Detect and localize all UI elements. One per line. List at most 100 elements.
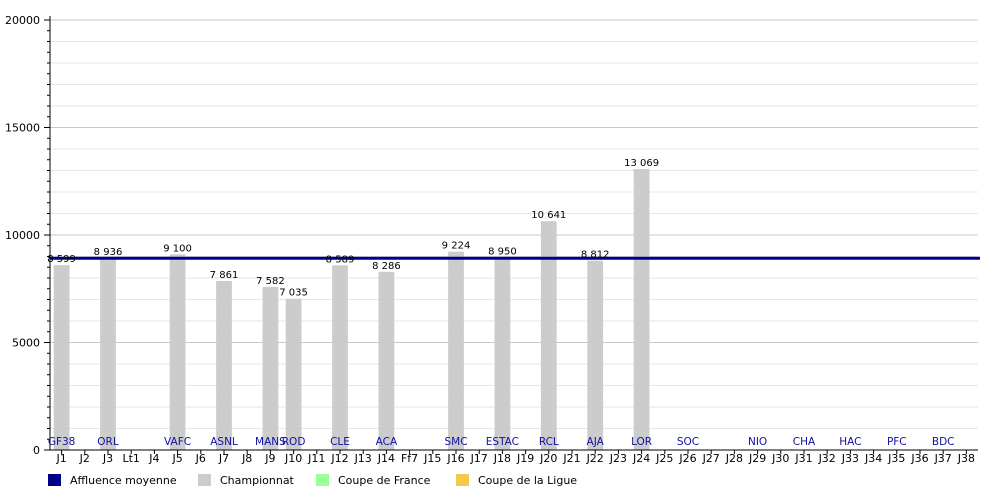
bar-J3 [100,257,116,450]
bar-J12 [332,265,348,450]
opponent-label: SOC [677,436,699,448]
bar-J9 [262,286,279,450]
bar-J24 [633,169,650,451]
x-tick-label: J15 [423,452,441,465]
opponent-label: VAFC [164,436,191,448]
legend-item: Championnat [198,474,295,487]
x-tick-label: J5 [171,452,182,465]
value-label: 8 599 [47,254,76,265]
value-label: 8 936 [94,247,123,258]
x-tick-label: J2 [79,452,90,465]
opponent-label: BDC [932,436,955,448]
opponent-label: LOR [631,436,652,448]
x-tick-label: J16 [446,452,464,465]
x-tick-label: J10 [284,452,302,465]
opponent-label: ASNL [210,436,238,448]
x-tick-label: J6 [195,452,206,465]
x-tick-label: J25 [655,452,673,465]
bar-J16 [448,251,464,450]
legend-label: Coupe de France [338,474,431,487]
opponent-label: NIO [748,436,767,448]
bar-J22 [587,260,604,450]
x-tick-label: J28 [725,452,743,465]
value-label: 13 069 [624,158,659,169]
y-tick-label: 20000 [5,14,40,27]
opponent-label: AJA [587,436,605,448]
value-label: 7 035 [279,288,308,299]
x-tick-label: J34 [864,452,882,465]
bar-J20 [540,221,557,450]
legend-swatch [48,474,61,486]
legend-swatch [456,474,469,486]
x-tick-label: J29 [748,452,766,465]
x-tick-label: J12 [330,452,348,465]
y-tick-label: 10000 [5,229,40,242]
bar-J10 [285,298,302,450]
x-tick-label: J17 [470,452,488,465]
axes: 0 5000 10000 15000 20000 J1 J2 J3 Lt1 J4 J5 J6 J7 J8 J… [5,14,978,465]
x-tick-label: Ff7 [401,452,418,465]
legend-label: Coupe de la Ligue [478,474,577,487]
x-tick-label: J30 [771,452,789,465]
x-tick-label: J24 [632,452,650,465]
x-tick-label: J3 [102,452,113,465]
value-label: 8 589 [326,254,355,265]
value-label: 10 641 [531,210,566,221]
opponent-label: GF38 [48,436,76,448]
x-tick-label: J38 [957,452,975,465]
grid-lines [50,19,978,429]
opponent-label: PFC [887,436,907,448]
value-label: 9 224 [442,241,471,252]
value-label: 7 861 [210,270,239,281]
legend-item: Coupe de la Ligue [456,474,577,487]
x-tick-label: J19 [516,452,534,465]
opponent-label: CLE [330,436,350,448]
x-tick-label: J11 [307,452,325,465]
x-tick-label: J36 [910,452,928,465]
opponent-label: ACA [376,436,398,448]
y-tick-label: 0 [33,444,40,457]
y-tick-label: 5000 [12,337,40,350]
legend-swatch [198,474,211,486]
x-tick-label: J26 [678,452,696,465]
value-label: 8 950 [488,247,517,258]
x-tick-label: J23 [609,452,627,465]
x-tick-label: J4 [148,452,159,465]
x-tick-label: J27 [702,452,720,465]
bar-J14 [378,271,395,450]
x-tick-label: J31 [794,452,812,465]
value-label: 8 286 [372,261,401,272]
x-tick-label: J9 [264,452,275,465]
bar-J7 [216,280,232,450]
x-tick-label: J37 [934,452,952,465]
value-label: 9 100 [163,243,192,254]
x-tick-label: J22 [586,452,604,465]
x-tick-label: J21 [562,452,580,465]
legend-label: Championnat [220,474,295,487]
x-tick-label: J13 [354,452,372,465]
x-tick-label: J18 [493,452,511,465]
x-tick-label: J1 [55,452,66,465]
opponent-label: ROD [282,436,306,448]
y-tick-label: 15000 [5,122,40,135]
x-tick-label: J33 [841,452,859,465]
bar-J1 [53,265,70,450]
legend-label: Affluence moyenne [70,474,177,487]
bars [53,169,650,451]
opponent-label: CHA [793,436,816,448]
legend-item: Affluence moyenne [48,474,177,487]
opponent-label: HAC [839,436,861,448]
legend: Affluence moyenne Championnat Coupe de Fra… [48,474,577,487]
x-tick-label: J14 [377,452,395,465]
value-label: 8 812 [581,250,610,261]
bar-J5 [169,254,186,450]
bar-J18 [494,257,511,450]
x-tick-label: J35 [887,452,905,465]
value-label: 7 582 [256,276,285,287]
legend-swatch [316,474,329,486]
opponent-label: SMC [444,436,467,448]
opponent-label: RCL [539,436,559,448]
x-tick-label: J32 [818,452,836,465]
